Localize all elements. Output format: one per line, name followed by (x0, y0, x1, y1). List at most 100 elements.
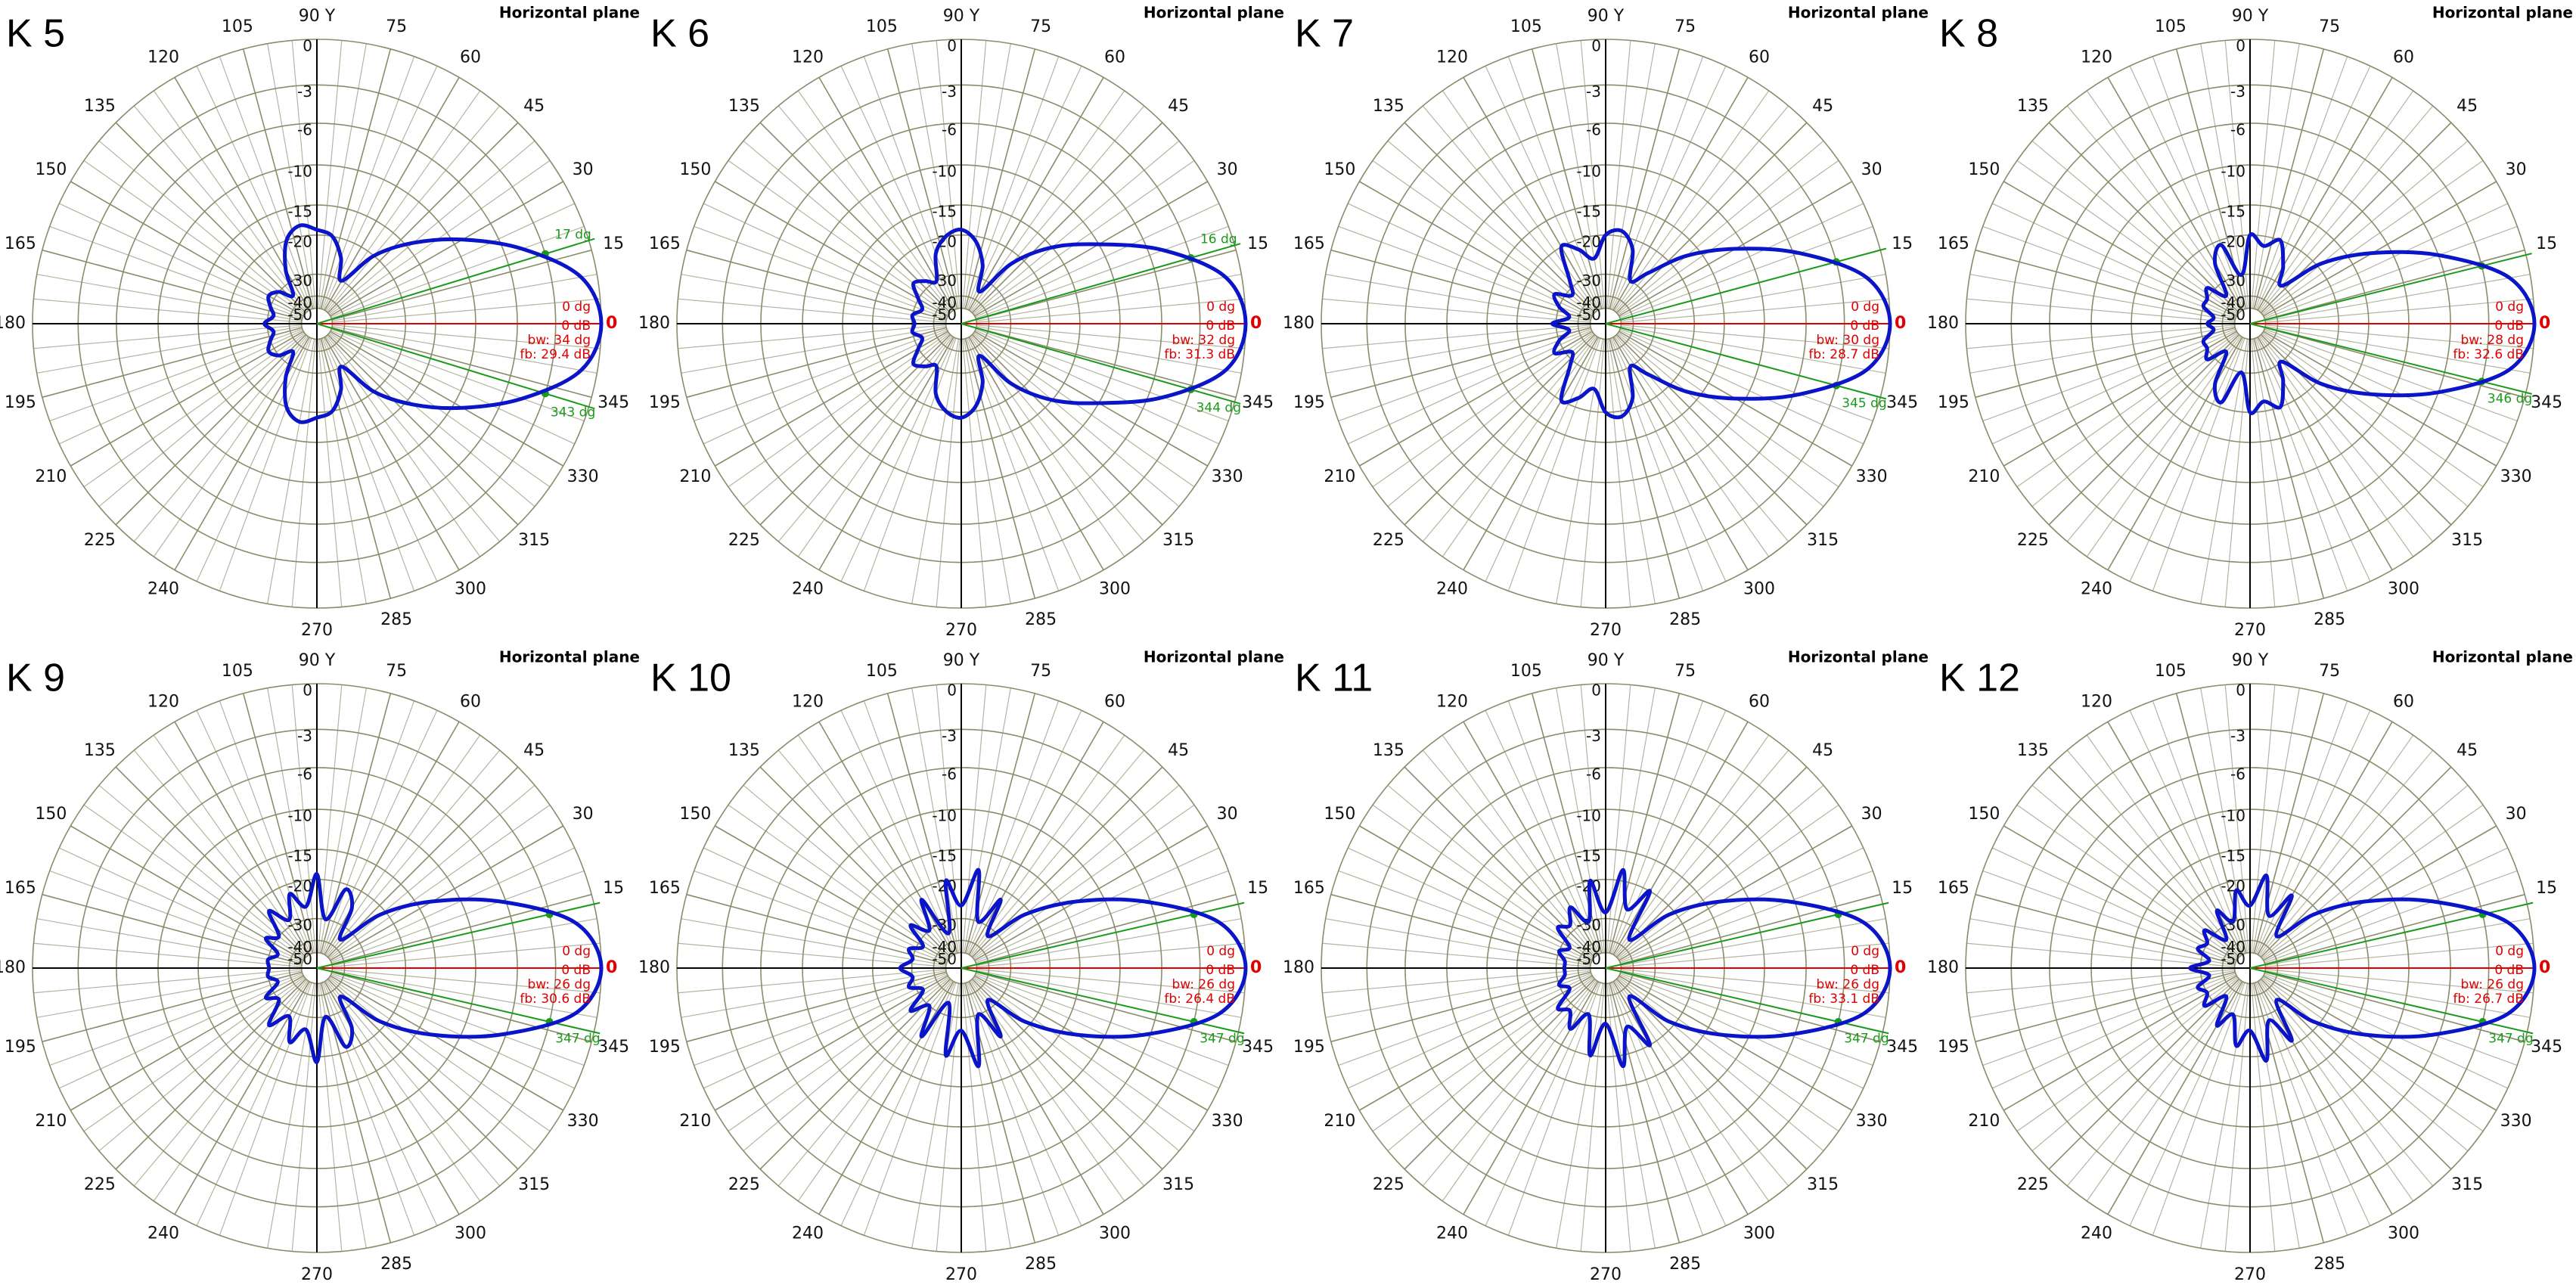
radial-tick-label: -15 (287, 203, 312, 221)
minor-spoke (2261, 140, 2469, 315)
angle-tick-label: 270 (945, 621, 977, 640)
pattern-annotation: fb: 33.1 dB (1808, 992, 1879, 1007)
angle-grid-line (242, 48, 314, 309)
minor-spoke (703, 203, 948, 318)
angle-grid-line (2263, 331, 2497, 467)
radial-tick-label: -15 (932, 847, 957, 865)
radial-tick-label: -15 (287, 847, 312, 865)
angle-grid-line (2257, 337, 2393, 571)
angle-tick-label: 120 (2081, 692, 2112, 711)
pattern-annotation: bw: 26 dg (1172, 977, 1235, 992)
minor-spoke (2259, 979, 2434, 1187)
minor-spoke (1621, 274, 1886, 322)
minor-spoke (797, 90, 953, 312)
angle-grid-line (2003, 975, 2237, 1111)
pattern-annotation: 0 dg (2495, 299, 2524, 315)
minor-spoke (1580, 983, 1605, 1252)
angle-tick-label: 135 (728, 97, 760, 116)
angle-grid-line (2003, 825, 2237, 961)
radial-tick-label: -15 (2221, 847, 2245, 865)
pattern-annotation: 0 dg (1206, 299, 1235, 315)
minor-spoke (1372, 160, 1594, 315)
minor-spoke (2256, 65, 2371, 310)
angle-tick-label: 0 (1895, 314, 1906, 333)
minor-spoke (976, 274, 1242, 322)
minor-spoke (976, 942, 1245, 967)
minor-spoke (2031, 140, 2239, 315)
pattern-annotation: 0 dB (2494, 963, 2524, 978)
angle-grid-line (2253, 338, 2325, 599)
minor-spoke (1606, 983, 1631, 1252)
angle-grid-line (330, 825, 564, 961)
minor-spoke (863, 337, 957, 591)
minor-spoke (33, 298, 302, 323)
angle-grid-line (1620, 971, 1881, 1043)
angle-grid-line (1975, 249, 2236, 321)
angle-grid-line (964, 48, 1036, 309)
angle-tick-label: 180 (638, 314, 670, 333)
angle-tick-label: 120 (147, 48, 179, 67)
minor-spoke (743, 140, 950, 315)
angle-tick-label: 75 (2319, 17, 2340, 36)
minor-spoke (1969, 325, 2235, 374)
angle-tick-label: 120 (1436, 48, 1468, 67)
minor-spoke (332, 325, 597, 374)
angle-tick-label: 225 (84, 531, 116, 550)
minor-spoke (1610, 56, 1704, 310)
minor-spoke (2262, 160, 2484, 315)
minor-spoke (970, 105, 1145, 312)
angle-tick-label: 60 (2393, 692, 2414, 711)
angle-tick-label: 180 (1927, 958, 1959, 977)
minor-spoke (2265, 918, 2531, 967)
minor-spoke (332, 918, 597, 967)
minor-spoke (694, 328, 948, 422)
angle-tick-label: 15 (1892, 879, 1913, 898)
minor-spoke (133, 750, 308, 957)
minor-spoke (323, 337, 438, 582)
minor-spoke (1442, 734, 1597, 956)
minor-spoke (2016, 804, 2238, 960)
radial-tick-label: -6 (2230, 120, 2245, 138)
minor-spoke (1322, 942, 1591, 967)
angle-tick-label: 285 (1025, 1255, 1057, 1274)
minor-spoke (219, 982, 312, 1236)
angle-tick-label: 180 (1283, 958, 1314, 977)
angle-tick-label: 135 (728, 741, 760, 760)
radial-tick-label: -10 (287, 807, 312, 825)
angle-tick-label: 30 (1861, 160, 1882, 179)
angle-tick-label: 315 (1162, 531, 1194, 550)
angle-tick-label: 240 (792, 580, 824, 599)
minor-spoke (2252, 339, 2300, 604)
angle-tick-label: 60 (460, 48, 481, 67)
minor-spoke (863, 982, 957, 1236)
radial-tick-label: -40 (1576, 293, 1601, 312)
angle-tick-label: 180 (0, 314, 26, 333)
chart-title: K 5 (6, 12, 65, 56)
polar-panel: 0 15 30 45 60 75 90 Y 105 120 135 150 165 180 195 210 2… (1927, 4, 2573, 641)
beam-edge-label: 347 dg (555, 1032, 600, 1047)
angle-tick-label: 0 (2539, 958, 2550, 977)
angle-tick-label: 180 (638, 958, 670, 977)
angle-tick-label: 0 (2539, 314, 2550, 333)
minor-spoke (2255, 56, 2348, 310)
minor-spoke (291, 684, 316, 953)
radial-tick-label: 0 (1591, 37, 1601, 55)
angle-tick-label: 210 (35, 467, 67, 486)
minor-spoke (196, 65, 311, 310)
angle-tick-label: 60 (1749, 48, 1770, 67)
minor-spoke (1338, 225, 1592, 319)
angle-tick-label: 45 (523, 97, 545, 116)
chart-subtitle: Horizontal plane (1144, 648, 1284, 666)
angle-tick-label: 15 (1247, 879, 1268, 898)
angle-grid-line (759, 766, 951, 958)
minor-spoke (1556, 339, 1604, 604)
minor-spoke (98, 140, 306, 315)
minor-spoke (2264, 328, 2518, 422)
minor-spoke (2262, 332, 2484, 488)
minor-spoke (1607, 983, 1656, 1249)
minor-spoke (743, 784, 950, 959)
minor-spoke (219, 56, 312, 310)
polar-panel: 0 15 30 45 60 75 90 Y 105 120 135 150 165 180 195 210 2… (1283, 4, 1929, 641)
radial-tick-label: -50 (1576, 950, 1601, 968)
radial-tick-label: -3 (942, 727, 957, 745)
